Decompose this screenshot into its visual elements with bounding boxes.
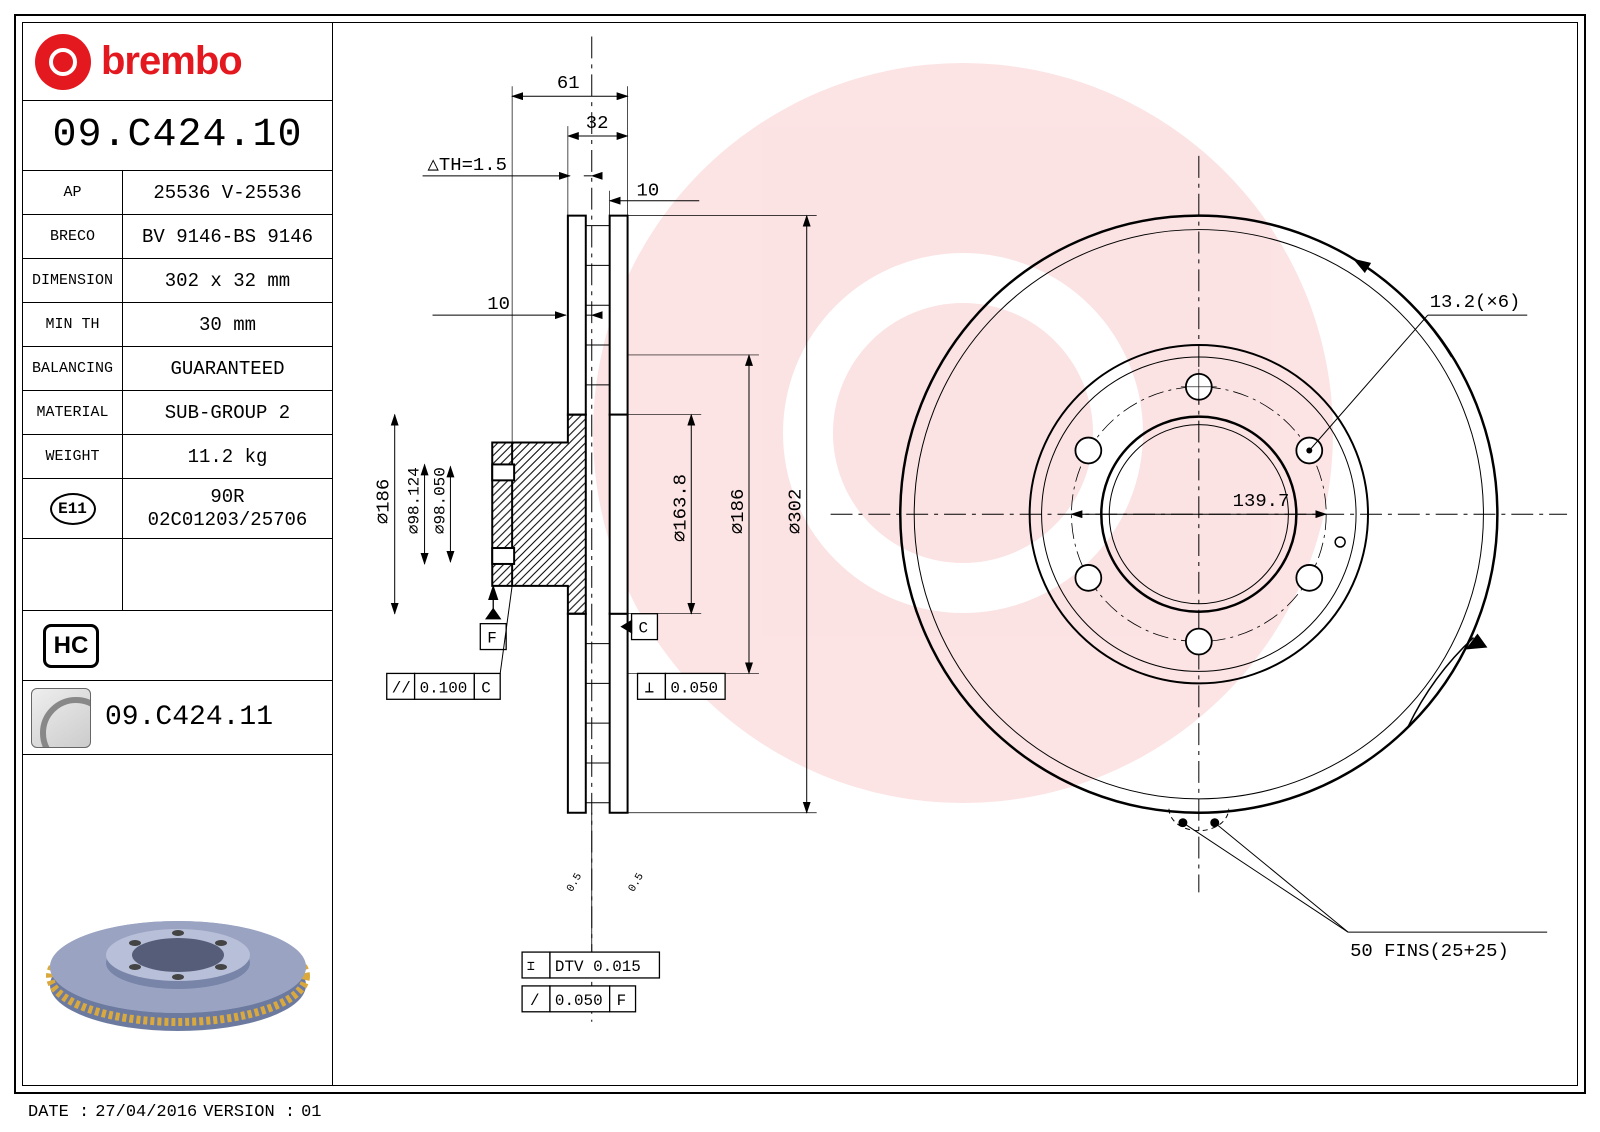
spec-table: AP 25536 V-25536 BRECO BV 9146-BS 9146 D… [23, 171, 332, 755]
spec-label: DIMENSION [23, 259, 123, 302]
spec-label: MIN TH [23, 303, 123, 346]
brembo-logo-icon [35, 34, 91, 90]
logo-row: brembo [23, 23, 332, 101]
dim-d302: ⌀302 [785, 489, 807, 534]
cert-line2: 02C01203/25706 [148, 509, 308, 532]
dim-d163: ⌀163.8 [669, 474, 691, 542]
gdt-flat1-ref: C [481, 679, 491, 697]
footer: DATE : 27/04/2016 VERSION : 01 [28, 1103, 321, 1122]
dim-th: △TH=1.5 [428, 154, 507, 176]
footer-version: 01 [301, 1103, 321, 1122]
spec-value: BV 9146-BS 9146 [123, 215, 332, 258]
gdt-flat1: 0.100 [420, 679, 468, 697]
sidebar: brembo 09.C424.10 AP 25536 V-25536 BRECO… [23, 23, 333, 1085]
technical-drawing: 61 32 △TH=1.5 10 [333, 23, 1577, 1085]
svg-text:/: / [530, 992, 540, 1010]
footer-version-label: VERSION : [203, 1103, 295, 1122]
spec-label: BALANCING [23, 347, 123, 390]
hc-row: HC [23, 611, 332, 681]
dim-d98124: ⌀98.124 [406, 467, 424, 534]
dim-32: 32 [586, 112, 609, 134]
hc-badge: HC [43, 624, 99, 668]
spec-value: 25536 V-25536 [123, 171, 332, 214]
footer-date-label: DATE : [28, 1103, 89, 1122]
chamfer2: 0.5 [627, 871, 647, 894]
fins-label: 50 FINS(25+25) [1350, 940, 1509, 962]
spec-row-dimension: DIMENSION 302 x 32 mm [23, 259, 332, 303]
outer-frame: brembo 09.C424.10 AP 25536 V-25536 BRECO… [14, 14, 1586, 1094]
gdt-c: C [639, 620, 649, 638]
spec-row-ap: AP 25536 V-25536 [23, 171, 332, 215]
variant-row: 09.C424.11 [23, 681, 332, 755]
spec-value: 302 x 32 mm [123, 259, 332, 302]
spec-row-material: MATERIAL SUB-GROUP 2 [23, 391, 332, 435]
section-view: 61 32 △TH=1.5 10 [373, 36, 817, 1021]
drawing-area: 61 32 △TH=1.5 10 [333, 23, 1577, 1085]
spec-value: GUARANTEED [123, 347, 332, 390]
spec-row-weight: WEIGHT 11.2 kg [23, 435, 332, 479]
variant-number: 09.C424.11 [105, 702, 273, 733]
dim-10b: 10 [487, 293, 510, 315]
gdt-flat3-ref: F [617, 992, 627, 1010]
footer-date: 27/04/2016 [95, 1103, 197, 1122]
chamfer1: 0.5 [565, 871, 585, 894]
gdt-flat3: 0.050 [555, 992, 603, 1010]
front-view: 13.2(×6) 139.7 50 FINS(25+25) [831, 156, 1567, 962]
spec-label: WEIGHT [23, 435, 123, 478]
cert-line1: 90R [148, 486, 308, 509]
spec-label: BRECO [23, 215, 123, 258]
dim-d186b: ⌀186 [727, 489, 749, 534]
spec-value: 30 mm [123, 303, 332, 346]
e11-badge: E11 [50, 493, 96, 525]
gdt-f: F [487, 630, 497, 648]
dim-61: 61 [557, 72, 580, 94]
spec-label: AP [23, 171, 123, 214]
dim-d186a: ⌀186 [373, 479, 395, 524]
spec-value: SUB-GROUP 2 [123, 391, 332, 434]
spec-row-balancing: BALANCING GUARANTEED [23, 347, 332, 391]
dim-d98050: ⌀98.050 [431, 467, 449, 534]
svg-text:⊥: ⊥ [644, 679, 654, 697]
coated-disc-icon [31, 688, 91, 748]
brand-name: brembo [101, 39, 242, 84]
gdt-dtv: DTV 0.015 [555, 958, 641, 976]
render-area [23, 847, 333, 1085]
spec-row-minth: MIN TH 30 mm [23, 303, 332, 347]
disc-3d-render [43, 877, 313, 1047]
spec-row-breco: BRECO BV 9146-BS 9146 [23, 215, 332, 259]
part-number: 09.C424.10 [23, 101, 332, 171]
svg-text:⌶: ⌶ [527, 959, 535, 974]
spec-label: MATERIAL [23, 391, 123, 434]
pcd: 139.7 [1233, 490, 1290, 512]
cert-symbol: E11 [23, 479, 123, 538]
spec-value: 11.2 kg [123, 435, 332, 478]
spec-row-empty [23, 539, 332, 611]
inner-frame: brembo 09.C424.10 AP 25536 V-25536 BRECO… [22, 22, 1578, 1086]
gdt-flat2: 0.050 [670, 679, 718, 697]
spec-row-cert: E11 90R 02C01203/25706 [23, 479, 332, 539]
svg-text://: // [392, 679, 411, 697]
dim-10a: 10 [637, 180, 660, 202]
cert-value: 90R 02C01203/25706 [123, 479, 332, 538]
hole-size: 13.2(×6) [1430, 291, 1521, 313]
